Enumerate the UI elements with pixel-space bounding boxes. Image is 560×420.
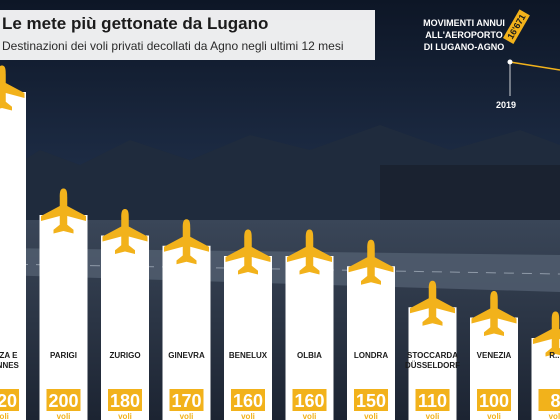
value-badge [169,389,204,411]
value-badge [538,389,560,411]
category-label-line: STOCCARDA [407,351,458,360]
category-label-line: LONDRA [354,351,388,360]
category-label: LONDRA [354,351,388,360]
value-label: 160 [294,391,324,411]
value-label: 170 [171,391,201,411]
bar [39,215,88,420]
category-label: ZURIGO [109,351,140,360]
category-label: GINEVRA [168,351,205,360]
unit-label: voli [241,412,255,420]
category-label: STOCCARDA DÜSSELDORF [405,351,460,370]
airplane-icon [471,291,517,336]
value-label: 160 [233,391,263,411]
value-label: 150 [356,391,386,411]
value-badge [292,389,327,411]
airplane-icon [41,188,86,234]
category-label-line: CANNES [0,361,20,370]
chart-subtitle: Destinazioni dei voli privati decollati … [2,39,344,53]
airplane-icon [102,209,148,254]
airplane-icon [410,280,455,326]
bars-layer: NIZZA ECANNES320voliPARIGI200voliZURIGO1… [0,65,560,420]
terminal-buildings [380,165,560,225]
airplane-icon [164,219,209,265]
category-label-line: NIZZA E [0,351,18,360]
bar [0,92,26,420]
inset-title-line: MOVIMENTI ANNUI [423,18,505,28]
category-label-line: DÜSSELDORF [405,361,460,370]
inset-title-line: ALL'AEROPORTO [425,30,503,40]
inset-year-label: 2019 [496,100,517,110]
category-label: OLBIA [297,351,322,360]
value-label: 200 [48,391,78,411]
unit-label: voli [487,412,501,420]
runway-centerline [0,263,560,275]
value-badge [415,389,450,411]
category-label-line: VENEZIA [477,351,512,360]
inset-title-line: DI LUGANO-AGNO [423,42,505,52]
airplane-icon [225,229,271,275]
value-badge [477,389,511,411]
airplane-icon [348,239,394,285]
airplane-icon [0,65,25,111]
value-badge [231,389,265,411]
value-badge [0,389,19,411]
unit-label: voli [426,412,440,420]
chart-title: Le mete più gettonate da Lugano [2,14,269,33]
unit-label: voli [364,412,378,420]
unit-label: voli [303,412,317,420]
value-label: 110 [418,391,447,411]
category-label: R... [549,351,560,360]
airplane-icon [287,229,332,275]
value-badge [108,389,142,411]
category-label-line: PARIGI [50,351,77,360]
category-label: VENEZIA [477,351,512,360]
inset-trend-line [509,61,560,71]
value-badge [354,389,388,411]
category-label-line: R... [549,351,560,360]
airplane-icon [533,311,560,357]
inset-title: MOVIMENTI ANNUI ALL'AEROPORTO DI LUGANO-… [408,17,520,53]
category-label-line: OLBIA [297,351,322,360]
unit-label: voli [57,412,71,420]
unit-label: voli [180,412,194,420]
category-label-line: ZURIGO [109,351,140,360]
category-label-line: GINEVRA [168,351,205,360]
category-label: PARIGI [50,351,77,360]
unit-label: voli [0,412,9,420]
title-band [0,10,375,60]
value-label: 100 [479,391,509,411]
value-label: 320 [0,391,17,411]
inset-point [507,59,513,65]
unit-label: voli [549,412,560,420]
unit-label: voli [118,412,132,420]
category-label: BENELUX [229,351,268,360]
inset-chart [507,59,560,96]
value-label: 180 [110,391,140,411]
value-label: 8 [550,391,560,411]
category-label-line: BENELUX [229,351,268,360]
category-label: NIZZA ECANNES [0,351,20,370]
value-badge [46,389,81,411]
